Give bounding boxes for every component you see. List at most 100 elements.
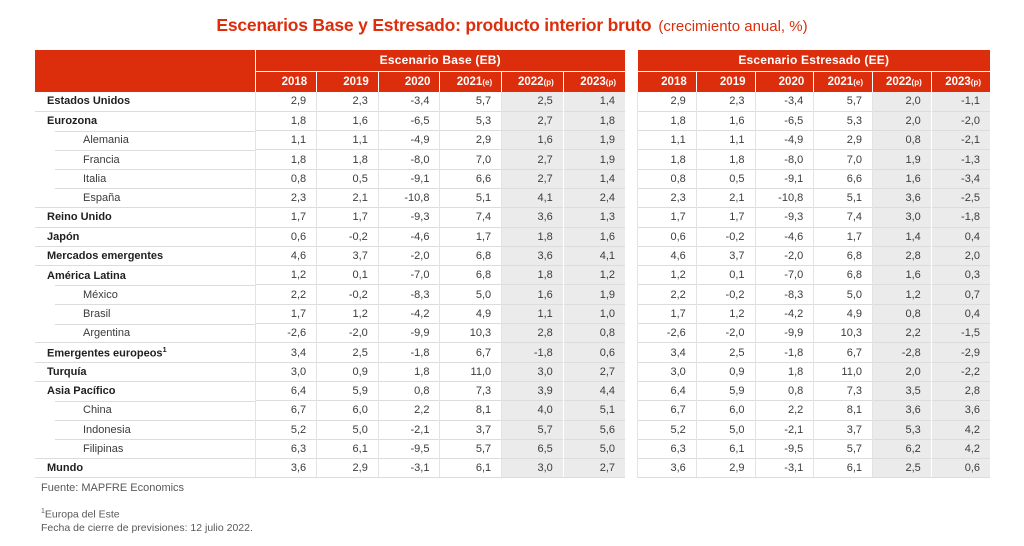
value-cell: 1,1 (501, 303, 564, 324)
row-label: México (35, 284, 255, 305)
value-cell: 1,8 (695, 149, 755, 170)
value-cell: 2,3 (695, 92, 755, 112)
row-label: Mundo (35, 458, 255, 479)
value-cell: 1,8 (501, 265, 564, 285)
value-cell: 0,6 (562, 342, 625, 363)
value-cell: -4,2 (754, 303, 814, 324)
value-cell: 1,1 (695, 130, 755, 150)
value-cell: -3,4 (754, 92, 814, 112)
value-cell: 2,5 (872, 458, 932, 479)
value-cell: 2,7 (562, 361, 625, 382)
value-cell: 3,0 (254, 361, 317, 382)
source-note: Fuente: MAPFRE Economics (41, 482, 185, 494)
value-cell: 0,6 (637, 226, 697, 247)
value-cell: -4,9 (754, 130, 814, 150)
closing-date-note: Fecha de cierre de previsiones: 12 julio… (41, 521, 253, 534)
value-cell: 1,8 (754, 361, 814, 382)
value-cell: 1,7 (637, 303, 697, 324)
value-cell: 1,8 (377, 361, 440, 382)
value-cell: 1,1 (316, 130, 379, 150)
value-cell: 2,7 (501, 110, 564, 131)
value-cell: 0,8 (872, 303, 932, 324)
value-cell: -9,9 (377, 323, 440, 343)
value-cell: 5,3 (872, 419, 932, 440)
value-cell: -7,0 (754, 265, 814, 285)
row-label: China (35, 400, 255, 421)
table-row: Mercados emergentes 4,6 3,7 -2,0 6,8 3,6 4,1 (35, 245, 625, 266)
value-cell: -0,2 (695, 226, 755, 247)
value-cell: 1,7 (254, 207, 317, 228)
year-header: 2022(p) (501, 71, 564, 92)
value-cell: 7,4 (439, 207, 502, 228)
value-cell: 6,5 (501, 438, 564, 459)
value-cell: 4,6 (254, 245, 317, 266)
value-cell: 2,0 (872, 361, 932, 382)
table-row: 1,8 1,6 -6,5 5,3 2,0 -2,0 (637, 110, 990, 131)
base-table-body: Estados Unidos 2,9 2,3 -3,4 5,7 2,5 1,4 Eurozon… (35, 92, 625, 479)
value-cell: 6,3 (254, 438, 317, 459)
table-row: 0,6 -0,2 -4,6 1,7 1,4 0,4 (637, 226, 990, 247)
value-cell: -8,0 (377, 149, 440, 170)
value-cell: 0,9 (695, 361, 755, 382)
value-cell: 1,6 (501, 130, 564, 150)
table-row: Mundo 3,6 2,9 -3,1 6,1 3,0 2,7 (35, 458, 625, 479)
stressed-scenario-table: Escenario Estresado (EE) 2018 2019 2020 2021… (637, 50, 990, 479)
value-cell: -2,6 (254, 323, 317, 343)
value-cell: 11,0 (439, 361, 502, 382)
row-label: Turquía (35, 361, 255, 382)
table-row: Reino Unido 1,7 1,7 -9,3 7,4 3,6 1,3 (35, 207, 625, 228)
value-cell: 5,1 (562, 400, 625, 421)
footer-notes: Fuente: MAPFRE Economics 1Europa del Est… (41, 481, 253, 535)
value-cell: 5,7 (501, 419, 564, 440)
row-label: Japón (35, 226, 255, 247)
table-row: 6,7 6,0 2,2 8,1 3,6 3,6 (637, 400, 990, 421)
value-cell: 1,2 (562, 265, 625, 285)
value-cell: 1,2 (637, 265, 697, 285)
value-cell: 2,9 (439, 130, 502, 150)
base-scenario-table: Escenario Base (EB) 2018 2019 2020 2021(e) 20… (35, 50, 625, 479)
row-label: Francia (35, 149, 255, 170)
table-row: Asia Pacífico 6,4 5,9 0,8 7,3 3,9 4,4 (35, 380, 625, 401)
table-row: 2,9 2,3 -3,4 5,7 2,0 -1,1 (637, 92, 990, 112)
value-cell: 2,2 (254, 284, 317, 305)
value-cell: 3,6 (930, 400, 990, 421)
value-cell: 4,9 (439, 303, 502, 324)
value-cell: 7,4 (813, 207, 873, 228)
value-cell: 6,2 (872, 438, 932, 459)
value-cell: 1,6 (872, 265, 932, 285)
value-cell: 1,7 (813, 226, 873, 247)
value-cell: 10,3 (439, 323, 502, 343)
value-cell: 0,8 (872, 130, 932, 150)
row-label: Filipinas (35, 439, 255, 459)
table-row: 2,2 -0,2 -8,3 5,0 1,2 0,7 (637, 284, 990, 305)
value-cell: 1,4 (562, 168, 625, 189)
value-cell: 0,4 (930, 226, 990, 247)
value-cell: 5,9 (316, 380, 379, 401)
value-cell: 1,0 (562, 303, 625, 324)
value-cell: 4,1 (501, 187, 564, 208)
table-row: 3,4 2,5 -1,8 6,7 -2,8 -2,9 (637, 342, 990, 363)
value-cell: 1,8 (254, 149, 317, 170)
value-cell: 1,9 (562, 149, 625, 170)
row-label: Eurozona (35, 110, 255, 131)
value-cell: -9,3 (754, 207, 814, 228)
value-cell: -9,3 (377, 207, 440, 228)
row-label: Brasil (35, 304, 255, 324)
value-cell: 2,3 (637, 187, 697, 208)
value-cell: 0,5 (316, 168, 379, 189)
value-cell: 4,4 (562, 380, 625, 401)
value-cell: 1,6 (316, 110, 379, 131)
value-cell: 6,8 (439, 265, 502, 285)
value-cell: -9,1 (754, 168, 814, 189)
value-cell: 5,0 (813, 284, 873, 305)
value-cell: 2,5 (695, 342, 755, 363)
header-corner-cell (35, 50, 256, 92)
value-cell: 5,2 (254, 419, 317, 440)
value-cell: -3,4 (377, 92, 440, 112)
value-cell: 0,4 (930, 303, 990, 324)
value-cell: -6,5 (754, 110, 814, 131)
value-cell: 5,1 (439, 187, 502, 208)
value-cell: 2,9 (813, 130, 873, 150)
row-label: Emergentes europeos1 (35, 342, 255, 363)
